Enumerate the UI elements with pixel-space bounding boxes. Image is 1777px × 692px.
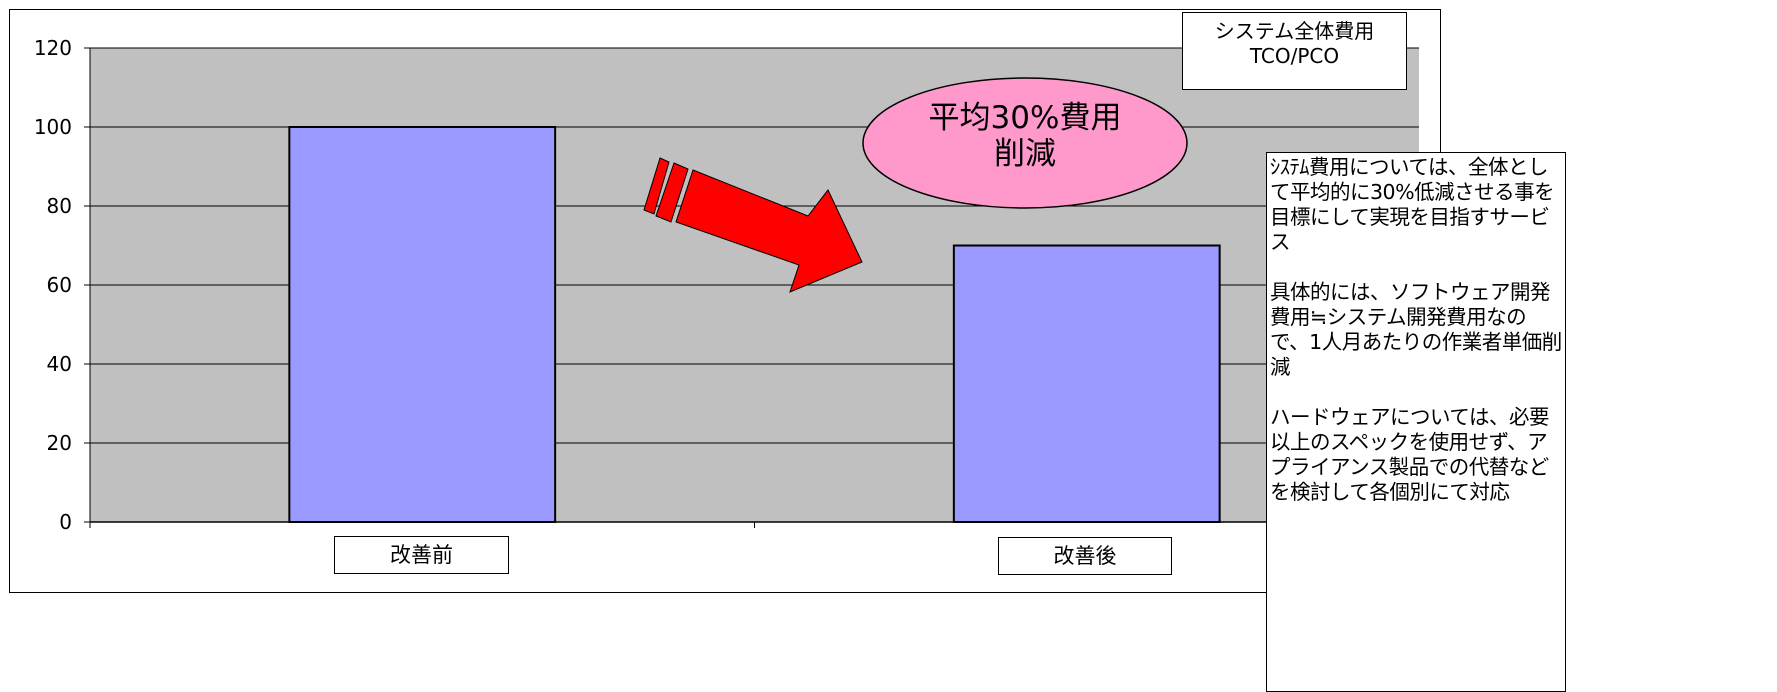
bar [952, 244, 1221, 523]
arrow-icon [643, 157, 863, 293]
arrow-icon-body [675, 169, 863, 293]
y-tick-label: 20 [47, 431, 72, 455]
arrow-icon-stripe [655, 162, 689, 223]
y-tick-label: 120 [34, 36, 72, 60]
legend: システム全体費用 TCO/PCO [1182, 12, 1407, 90]
y-tick-label: 40 [47, 352, 72, 376]
callout-text: 平均30%費用 削減 [928, 100, 1122, 172]
category-label: 改善後 [998, 537, 1172, 575]
y-tick-label: 60 [47, 273, 72, 297]
callout-ellipse [862, 77, 1188, 209]
y-tick-label: 100 [34, 115, 72, 139]
legend-line: システム全体費用 [1214, 19, 1375, 43]
plot-area: 0 20 40 60 80 100 120 [34, 36, 1420, 534]
side-note: ｼｽﾃﾑ費用については、全体として平均的に30%低減させる事を目標にして実現を目… [1266, 152, 1566, 692]
arrow-icon-stripe [643, 157, 670, 215]
legend-line: TCO/PCO [1249, 44, 1340, 68]
decorations [643, 77, 1188, 293]
y-tick-label: 0 [59, 510, 72, 534]
category-label: 改善前 [334, 536, 509, 574]
y-tick-label: 80 [47, 194, 72, 218]
bar [288, 126, 557, 523]
